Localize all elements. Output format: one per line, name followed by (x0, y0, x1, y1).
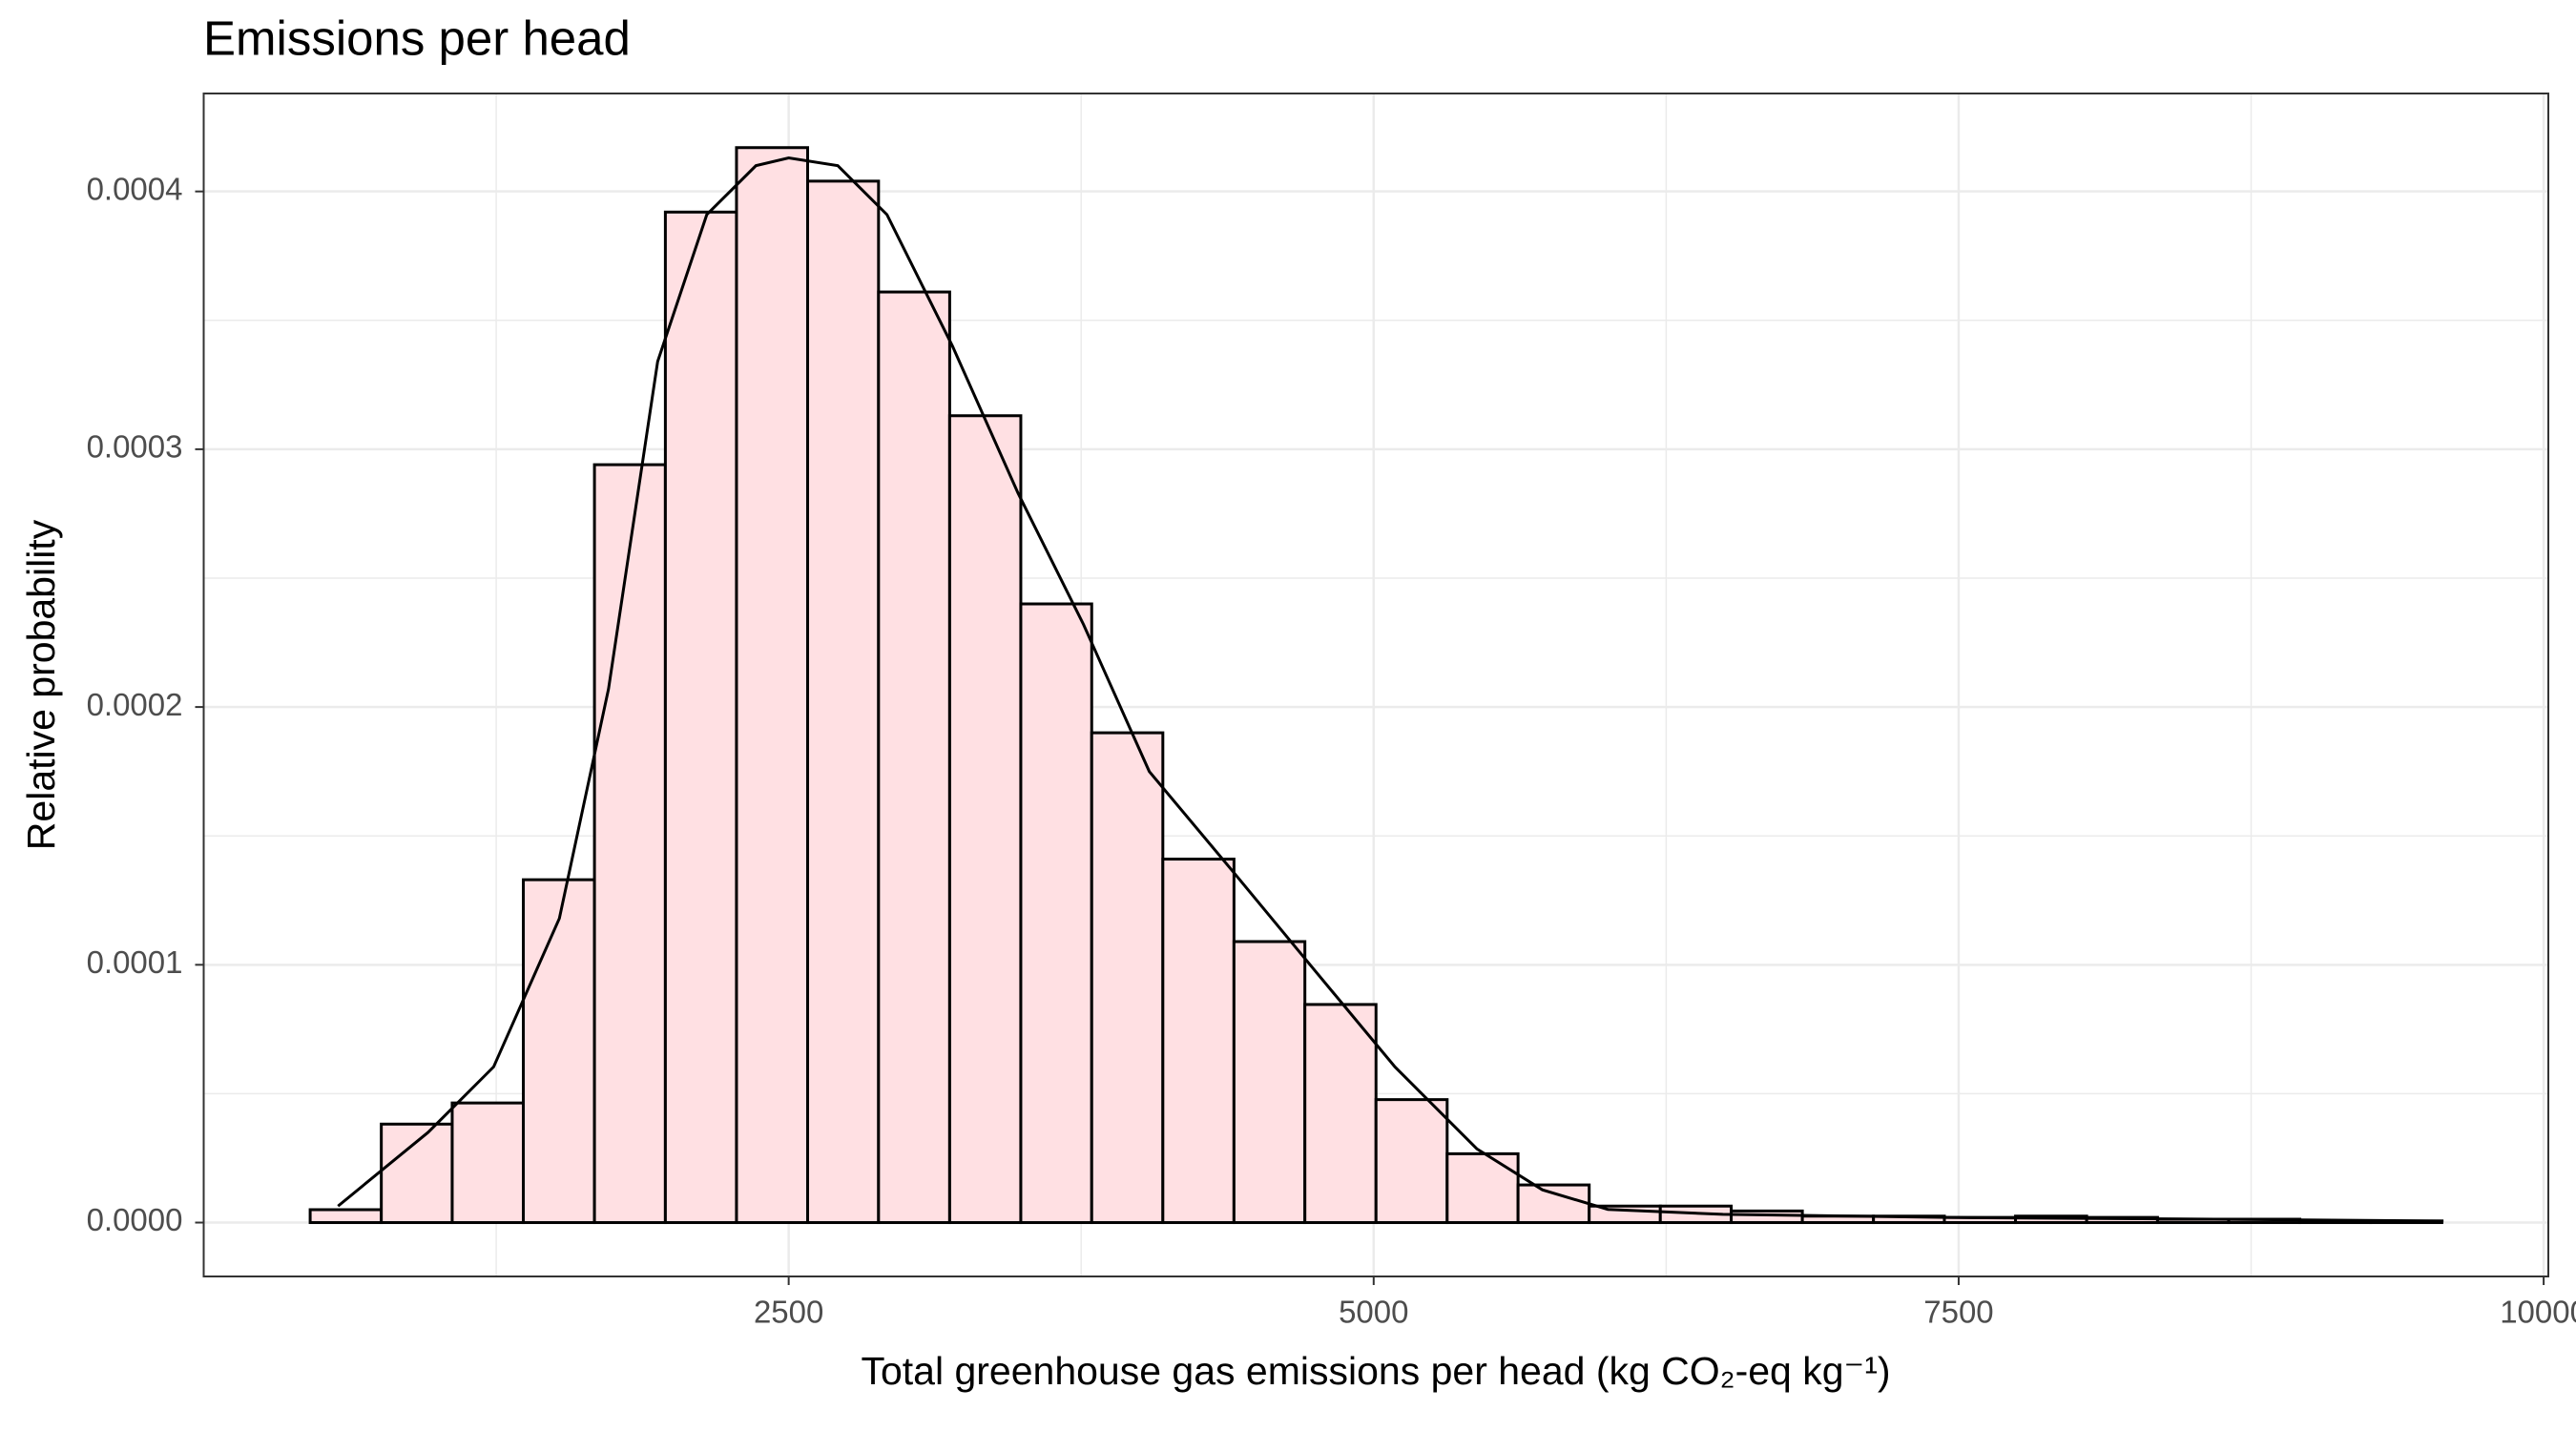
bar (1588, 1204, 1662, 1225)
bar (663, 210, 738, 1225)
bar (1303, 1003, 1378, 1225)
bar (1516, 1183, 1591, 1225)
y-tick-label: 0.0004 (87, 171, 183, 206)
bar (450, 1101, 526, 1225)
bar (308, 1208, 384, 1225)
bar (380, 1122, 454, 1225)
panel-border (202, 93, 2549, 1277)
bar (877, 290, 951, 1225)
bar (1161, 858, 1236, 1225)
y-tick-label: 0.0001 (87, 944, 183, 980)
bar (592, 463, 667, 1225)
x-axis-title: Total greenhouse gas emissions per head … (861, 1349, 1890, 1393)
y-tick-label: 0.0002 (87, 687, 183, 722)
bar (1730, 1209, 1804, 1225)
y-axis-title: Relative probability (19, 519, 63, 850)
bar (1090, 731, 1165, 1225)
x-tick-label: 7500 (1923, 1295, 1993, 1330)
bar (1232, 940, 1307, 1225)
bar (806, 179, 881, 1225)
bar (1019, 602, 1093, 1225)
bar (947, 414, 1023, 1225)
x-tick-label: 5000 (1339, 1295, 1408, 1330)
bar (1374, 1098, 1449, 1225)
bar (1445, 1151, 1520, 1225)
density-line (337, 156, 2444, 1223)
x-tick-label: 2500 (754, 1295, 823, 1330)
y-tick-label: 0.0003 (87, 429, 183, 465)
y-tick-label: 0.0000 (87, 1202, 183, 1237)
bar (522, 878, 596, 1225)
bar (735, 146, 810, 1225)
chart-title: Emissions per head (203, 10, 631, 65)
